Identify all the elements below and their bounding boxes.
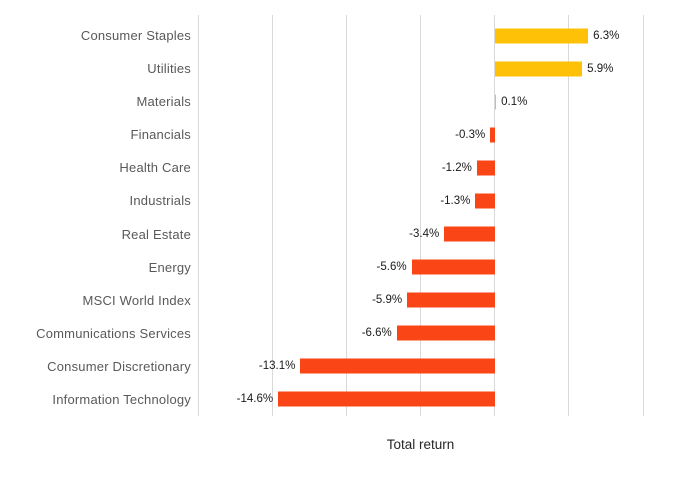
gridline bbox=[271, 15, 273, 416]
bar-track: -3.4% bbox=[198, 217, 687, 250]
category-label: Information Technology bbox=[52, 391, 191, 407]
gridline bbox=[420, 15, 421, 416]
value-label: -5.9% bbox=[372, 294, 403, 307]
category-label: MSCI World Index bbox=[82, 292, 191, 308]
chart-row: MSCI World Index -5.9% bbox=[0, 284, 687, 317]
chart-row: Energy -5.6% bbox=[0, 251, 687, 284]
bar bbox=[407, 292, 495, 308]
category-label: Real Estate bbox=[121, 226, 191, 242]
chart-row: Consumer Staples 6.3% bbox=[0, 19, 687, 52]
bar bbox=[475, 193, 495, 209]
chart-row: Real Estate -3.4% bbox=[0, 217, 687, 250]
bar-track: 6.3% bbox=[198, 19, 687, 52]
chart-row: Consumer Discretionary -13.1% bbox=[0, 350, 687, 383]
category-label: Financials bbox=[130, 127, 191, 143]
category-label: Health Care bbox=[119, 160, 191, 176]
category-label: Energy bbox=[148, 259, 191, 275]
bar-track: -1.2% bbox=[198, 151, 687, 184]
bar-track: -0.3% bbox=[198, 118, 687, 151]
plot-area bbox=[197, 15, 644, 416]
bar bbox=[490, 127, 495, 143]
bar bbox=[278, 391, 495, 407]
bar-track: -1.3% bbox=[198, 184, 687, 217]
value-label: -1.3% bbox=[440, 194, 471, 207]
category-label: Consumer Staples bbox=[80, 28, 191, 44]
value-label: -3.4% bbox=[409, 228, 440, 240]
value-label: -13.1% bbox=[258, 360, 296, 373]
bar-track: -5.9% bbox=[198, 284, 687, 317]
gridline bbox=[197, 15, 199, 416]
value-label: 0.1% bbox=[501, 95, 528, 108]
value-label: -0.3% bbox=[455, 128, 486, 141]
gridline bbox=[494, 15, 496, 416]
gridline bbox=[642, 15, 644, 416]
chart-row: Industrials -1.3% bbox=[0, 184, 687, 217]
chart-row: Communications Services -6.6% bbox=[0, 317, 687, 350]
chart-row: Financials -0.3% bbox=[0, 118, 687, 151]
value-label: -1.2% bbox=[441, 161, 472, 174]
category-label: Utilities bbox=[147, 61, 191, 77]
x-axis-title: Total return bbox=[386, 437, 455, 452]
bar bbox=[396, 325, 495, 341]
bar-track: -6.6% bbox=[198, 317, 687, 350]
value-label: -14.6% bbox=[236, 393, 274, 406]
bar-track: -5.6% bbox=[198, 251, 687, 284]
bar bbox=[300, 358, 495, 374]
bar bbox=[444, 226, 495, 242]
bar bbox=[476, 160, 495, 176]
category-label: Communications Services bbox=[36, 325, 191, 341]
chart-row: Information Technology -14.6% bbox=[0, 383, 687, 416]
gridline bbox=[345, 15, 347, 416]
bar bbox=[494, 94, 497, 110]
bar-rows: Consumer Staples 6.3% Utilities 5.9% Materia… bbox=[0, 19, 687, 416]
bar-track: 5.9% bbox=[198, 52, 687, 85]
category-label: Consumer Discretionary bbox=[47, 358, 191, 374]
chart-row: Health Care -1.2% bbox=[0, 151, 687, 184]
category-label: Materials bbox=[136, 94, 191, 110]
value-label: 6.3% bbox=[593, 29, 620, 42]
bar-track: -14.6% bbox=[198, 383, 687, 416]
gridline bbox=[568, 15, 570, 416]
bar bbox=[494, 61, 583, 77]
bar bbox=[411, 259, 495, 275]
chart-row: Utilities 5.9% bbox=[0, 52, 687, 85]
bar-track: -13.1% bbox=[198, 350, 687, 383]
chart-row: Materials 0.1% bbox=[0, 85, 687, 118]
category-label: Industrials bbox=[129, 193, 191, 209]
bar bbox=[494, 28, 589, 44]
value-label: -6.6% bbox=[361, 327, 392, 340]
bar-track: 0.1% bbox=[198, 85, 687, 118]
value-label: -5.6% bbox=[376, 261, 407, 274]
value-label: 5.9% bbox=[587, 62, 614, 75]
